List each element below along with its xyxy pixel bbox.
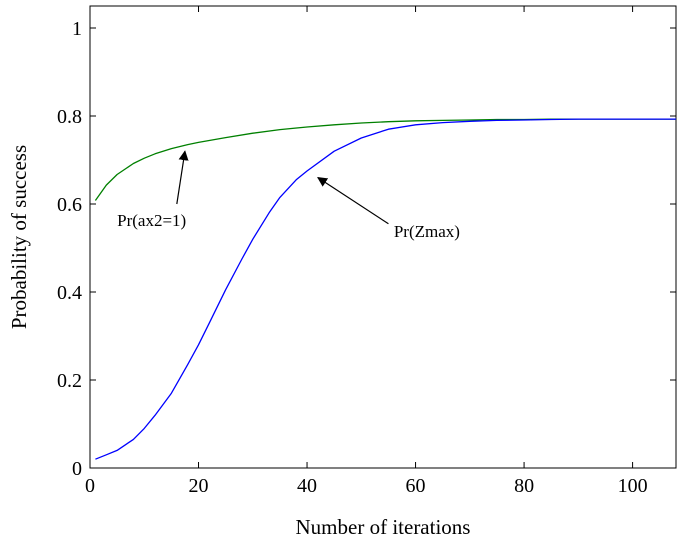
annotation-layer: Pr(ax2=1) Pr(Zmax) bbox=[117, 150, 460, 241]
series-layer bbox=[94, 118, 676, 460]
y-tick-label: 0.6 bbox=[57, 194, 82, 216]
x-axis-label: Number of iterations bbox=[296, 515, 471, 539]
y-axis-label: Probability of success bbox=[7, 145, 31, 329]
x-tick-label: 0 bbox=[85, 475, 95, 497]
y-tick-label: 1 bbox=[72, 18, 82, 40]
x-tick-label: 60 bbox=[406, 475, 426, 497]
axis-ticks: 0 20 40 60 80 100 0 0.2 0.4 0.6 0.8 1 bbox=[57, 6, 676, 497]
annotation-arrow bbox=[176, 150, 189, 205]
annotation-label: Pr(Zmax) bbox=[394, 222, 460, 241]
x-tick-label: 100 bbox=[618, 475, 648, 497]
annotation-arrow bbox=[317, 177, 389, 225]
x-tick-label: 20 bbox=[189, 475, 209, 497]
plot-area bbox=[89, 5, 677, 469]
plot-frame bbox=[89, 5, 677, 469]
x-tick-label: 40 bbox=[297, 475, 317, 497]
y-tick-label: 0.8 bbox=[57, 106, 82, 128]
y-tick-label: 0 bbox=[72, 458, 82, 480]
y-tick-label: 0.4 bbox=[57, 282, 82, 304]
y-tick-label: 0.2 bbox=[57, 370, 82, 392]
series-line-1 bbox=[95, 118, 676, 460]
series-line-0 bbox=[94, 118, 676, 201]
annotation-label: Pr(ax2=1) bbox=[117, 211, 186, 230]
x-tick-label: 80 bbox=[514, 475, 534, 497]
